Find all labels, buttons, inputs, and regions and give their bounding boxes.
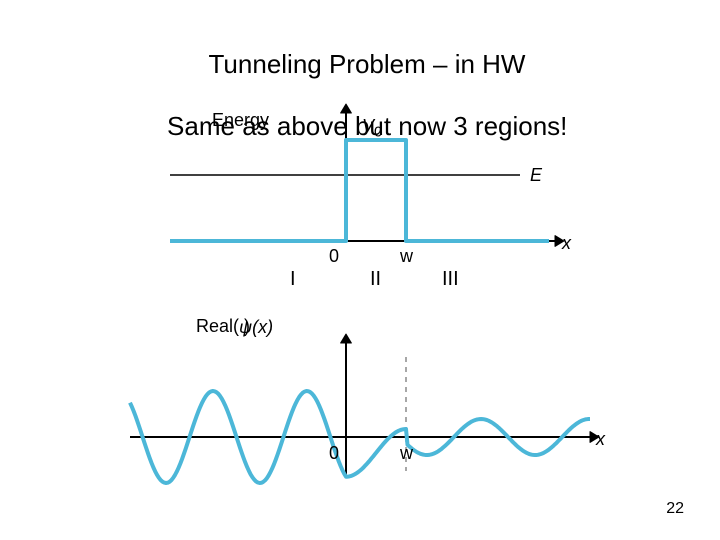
label-x-lower: x bbox=[596, 429, 605, 450]
page-number: 22 bbox=[666, 500, 684, 518]
label-w-upper: w bbox=[400, 246, 413, 267]
label-region1: I bbox=[290, 268, 296, 291]
label-psi: ψ(x) bbox=[239, 317, 273, 338]
diagram-canvas bbox=[0, 0, 720, 540]
label-region3: III bbox=[442, 268, 459, 291]
label-V0: V0 bbox=[362, 116, 382, 141]
label-E: E bbox=[530, 165, 542, 186]
label-origin-lower: 0 bbox=[329, 443, 339, 464]
label-origin-upper: 0 bbox=[329, 246, 339, 267]
label-region2: II bbox=[370, 268, 381, 291]
label-x-upper: x bbox=[562, 233, 571, 254]
label-energy: Energy bbox=[212, 110, 269, 131]
label-w-lower: w bbox=[400, 443, 413, 464]
